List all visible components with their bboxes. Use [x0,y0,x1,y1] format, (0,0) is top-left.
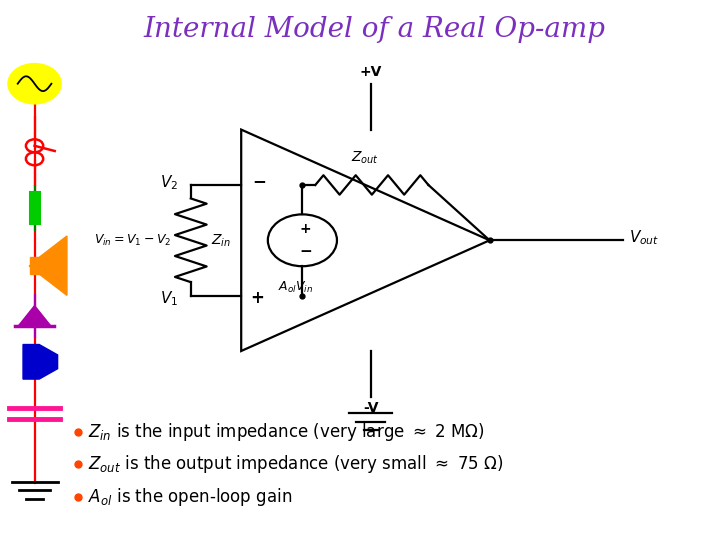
Polygon shape [40,236,67,295]
Bar [30,192,40,224]
Circle shape [9,64,60,103]
Text: $Z_{out}$ is the output impedance (very small $\approx$ 75 $\Omega$): $Z_{out}$ is the output impedance (very … [88,454,503,475]
Text: $Z_{in}$ is the input impedance (very large $\approx$ 2 M$\Omega$): $Z_{in}$ is the input impedance (very la… [88,421,485,443]
Text: $V_{in} = V_1 - V_2$: $V_{in} = V_1 - V_2$ [94,233,171,248]
Text: $Z_{in}$: $Z_{in}$ [211,232,231,248]
Text: $V_2$: $V_2$ [160,173,178,192]
Text: -V: -V [363,401,379,415]
Bar [30,257,40,274]
Text: +: + [250,289,264,307]
Text: +V: +V [359,65,382,79]
Polygon shape [18,306,51,326]
Text: $A_{ol}$ is the open-loop gain: $A_{ol}$ is the open-loop gain [88,486,292,508]
Text: $A_{ol}V_{in}$: $A_{ol}V_{in}$ [277,280,313,295]
Polygon shape [23,345,58,379]
Text: Internal Model of a Real Op-amp: Internal Model of a Real Op-amp [143,16,606,43]
Text: −: − [253,172,266,190]
Text: $V_{out}$: $V_{out}$ [629,228,659,247]
Text: +: + [300,221,311,235]
Text: $V_1$: $V_1$ [160,289,178,308]
Text: −: − [299,245,312,259]
Text: $Z_{out}$: $Z_{out}$ [351,150,379,166]
